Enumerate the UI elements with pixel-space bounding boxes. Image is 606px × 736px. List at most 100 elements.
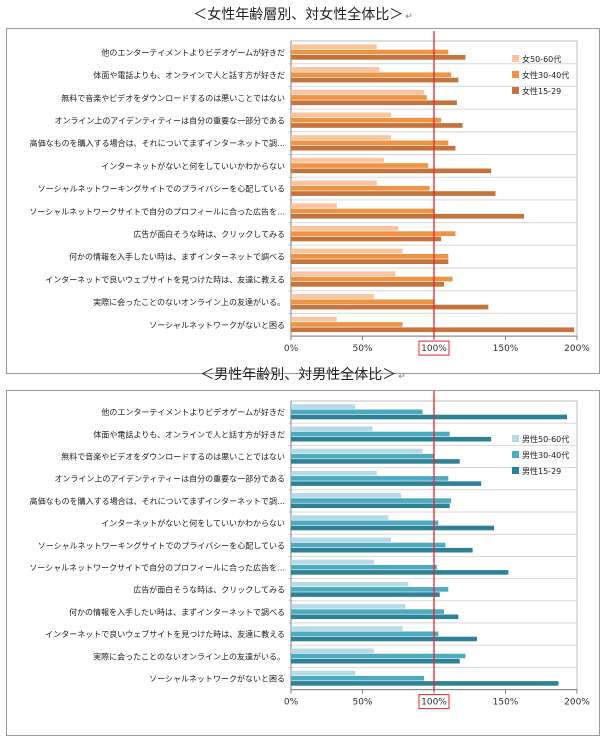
reference-tick-highlight [418, 340, 450, 356]
bar-女性30-40代 [291, 276, 453, 282]
reference-tick-highlight [418, 694, 450, 710]
legend-label: 女性30-40代 [522, 70, 569, 80]
category-label: 体面や電話よりも、オンラインで人と話す方が好きだ [93, 429, 285, 439]
bar-男性30-40代 [291, 520, 439, 526]
bar-女50-60代 [291, 316, 337, 322]
bar-女性15-29 [291, 191, 496, 196]
bar-女性15-29 [291, 123, 463, 128]
bar-男性15-29 [291, 481, 482, 486]
legend-label: 女50-60代 [522, 54, 561, 64]
bar-女性15-29 [291, 168, 492, 174]
bar-男性50-60代 [291, 537, 392, 543]
legend-swatch [512, 451, 519, 458]
bar-女50-60代 [291, 180, 377, 186]
bar-男性50-60代 [291, 670, 356, 676]
bar-男性50-60代 [291, 493, 402, 498]
bar-男性30-40代 [291, 653, 466, 659]
bar-男性30-40代 [291, 409, 423, 415]
bar-男性15-29 [291, 658, 460, 664]
category-label: インターネットがないと何をしていいかわからない [101, 518, 285, 528]
category-label: インターネットで良いウェブサイトを見つけた時は、友達に教える [45, 274, 285, 284]
bar-女50-60代 [291, 135, 392, 140]
x-tick-label: 150% [493, 698, 519, 708]
bar-男性50-60代 [291, 648, 374, 654]
bar-女性15-29 [291, 304, 489, 310]
bar-男性30-40代 [291, 542, 446, 548]
paragraph-mark-icon: ↵ [405, 12, 413, 22]
bar-女性30-40代 [291, 49, 449, 55]
legend-swatch [512, 71, 519, 78]
bar-男性30-40代 [291, 587, 449, 592]
bar-男性50-60代 [291, 426, 373, 432]
category-label: ソーシャルネットワークがないと困る [149, 674, 285, 684]
bar-男性50-60代 [291, 404, 356, 409]
bar-男性30-40代 [291, 564, 437, 570]
bar-女50-60代 [291, 157, 384, 163]
category-label: ソーシャルネットワークサイトで自分のプロフィールに合った広告を… [29, 563, 285, 573]
bar-男性30-40代 [291, 431, 450, 437]
bar-男性15-29 [291, 592, 440, 597]
bar-女性30-40代 [291, 208, 434, 214]
bar-女50-60代 [291, 248, 403, 254]
category-label: 他のエンターテイメントよりビデオゲームが好きだ [101, 47, 285, 57]
category-label: 無料で音楽やビデオをダウンロードするのは悪いことではない [61, 452, 285, 462]
bar-女性15-29 [291, 327, 575, 333]
bar-男性15-29 [291, 570, 509, 575]
bar-男性50-60代 [291, 581, 409, 587]
bar-女性30-40代 [291, 231, 456, 236]
female-bar-chart: 0% 50% 100% 150% 200% 他のエンターテイメントよりビデオゲームが好きだ… [29, 31, 590, 356]
category-label: オンライン上のアイデンティティーは自分の重要な一部分である [54, 474, 285, 484]
male-chart-title-text: ＜男性年齢別、対男性全体比＞ [200, 367, 397, 383]
bar-女性30-40代 [291, 185, 430, 191]
category-label: 実際に会ったことのないオンライン上の友達がいる。 [93, 651, 285, 661]
bar-男性50-60代 [291, 626, 403, 631]
x-tick-label: 0% [284, 698, 299, 708]
x-tick-label: 150% [493, 344, 519, 354]
bar-男性15-29 [291, 614, 459, 620]
female-chart-panel: 0% 50% 100% 150% 200% 他のエンターテイメントよりビデオゲームが好きだ… [6, 28, 600, 374]
bar-男性30-40代 [291, 631, 439, 637]
bar-女性30-40代 [291, 72, 452, 78]
legend-label: 男性15-29 [522, 466, 561, 476]
bar-男性15-29 [291, 636, 477, 642]
legend-label: 男性30-40代 [522, 450, 569, 460]
bar-男性15-29 [291, 414, 567, 420]
bar-女性15-29 [291, 55, 466, 60]
bar-男性50-60代 [291, 448, 423, 454]
bar-女性15-29 [291, 259, 449, 264]
bar-女性15-29 [291, 213, 525, 219]
category-label: インターネットで良いウェブサイトを見つけた時は、友達に教える [45, 629, 285, 639]
bar-男性50-60代 [291, 515, 389, 520]
bar-女性30-40代 [291, 140, 449, 146]
category-label: 広告が面白そうな時は、クリックしてみる [133, 229, 285, 239]
category-label: 体面や電話よりも、オンラインで人と話す方が好きだ [93, 70, 285, 80]
legend-swatch [512, 467, 519, 474]
bar-男性15-29 [291, 436, 492, 442]
bar-女性30-40代 [291, 117, 442, 123]
legend-label: 女性15-29 [522, 86, 561, 96]
bar-男性30-40代 [291, 476, 449, 481]
paragraph-mark-icon: ↵ [398, 372, 406, 382]
bar-男性50-60代 [291, 559, 374, 565]
legend-swatch [512, 87, 519, 94]
bar-男性30-40代 [291, 498, 452, 503]
x-tick-label: 100% [421, 344, 447, 354]
bar-女50-60代 [291, 226, 399, 231]
category-label: ソーシャルネットワークサイトで自分のプロフィールに合った広告を… [29, 206, 285, 216]
category-label: 広告が面白そうな時は、クリックしてみる [133, 585, 285, 595]
bar-女性15-29 [291, 236, 442, 242]
bar-女50-60代 [291, 67, 380, 72]
bar-女50-60代 [291, 89, 424, 95]
bar-男性30-40代 [291, 675, 424, 681]
bar-女50-60代 [291, 294, 374, 299]
category-label: 高価なものを購入する場合は、それについてまずインターネットで調… [30, 138, 285, 148]
female-chart-title-text: ＜女性年齢層別、対女性全体比＞ [193, 7, 404, 23]
bar-女性15-29 [291, 282, 445, 287]
category-label: インターネットがないと何をしていいかわからない [101, 161, 285, 171]
category-label: オンライン上のアイデンティティーは自分の重要な一部分である [54, 115, 285, 125]
bar-女50-60代 [291, 203, 337, 208]
category-label: 何かの情報を入手したい時は、まずインターネットで調べる [69, 607, 285, 617]
bar-女50-60代 [291, 44, 377, 50]
category-label: 他のエンターテイメントよりビデオゲームが好きだ [101, 407, 285, 417]
bar-男性50-60代 [291, 470, 377, 476]
